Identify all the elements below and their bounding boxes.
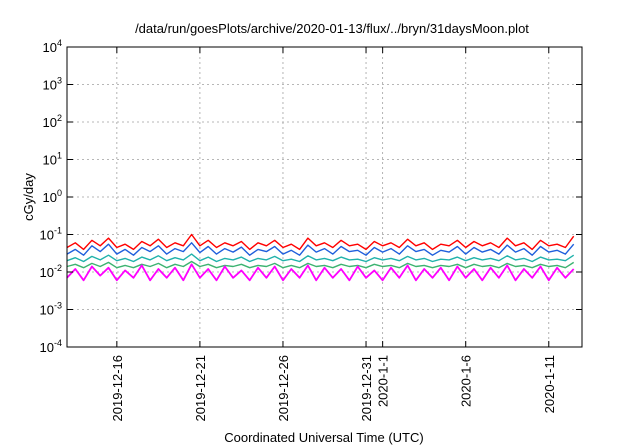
y-axis-label: cGy/day xyxy=(21,173,36,221)
chart-title: /data/run/goesPlots/archive/2020-01-13/f… xyxy=(135,21,529,36)
x-tick-label: 2020-1-6 xyxy=(459,355,474,407)
series-line-3 xyxy=(66,253,575,263)
x-tick-labels: 2019-12-16 2019-12-21 2019-12-26 2019-12-31… xyxy=(110,355,557,422)
y-tick-labels: 10-4 10-3 10-2 10-1 100 101 102 103 104 xyxy=(40,38,62,355)
series-line-2 xyxy=(66,242,575,256)
y-tick-label: 10-3 xyxy=(40,301,62,318)
y-tick-label: 102 xyxy=(43,113,62,130)
y-tick-label: 104 xyxy=(43,38,62,55)
x-tick-label: 2019-12-21 xyxy=(193,355,208,422)
series-line-5 xyxy=(66,263,575,282)
y-tick-label: 10-1 xyxy=(40,226,62,243)
series-group xyxy=(66,233,575,282)
axis-ticks xyxy=(67,46,582,348)
x-tick-label: 2019-12-31 xyxy=(359,355,374,422)
series-line-1 xyxy=(66,233,575,251)
x-tick-label: 2020-1-1 xyxy=(376,355,391,407)
grid-lines xyxy=(67,47,582,347)
y-tick-label: 10-4 xyxy=(40,338,62,355)
x-tick-label: 2019-12-26 xyxy=(276,355,291,422)
x-tick-label: 2020-1-11 xyxy=(542,355,557,413)
y-tick-label: 100 xyxy=(43,188,62,205)
series-line-4 xyxy=(66,260,575,269)
plot-frame xyxy=(66,46,583,348)
x-tick-label: 2019-12-16 xyxy=(110,355,125,422)
y-tick-label: 10-2 xyxy=(40,263,62,280)
x-axis-label: Coordinated Universal Time (UTC) xyxy=(224,430,423,445)
y-tick-label: 101 xyxy=(43,151,62,168)
y-tick-label: 103 xyxy=(43,76,62,93)
